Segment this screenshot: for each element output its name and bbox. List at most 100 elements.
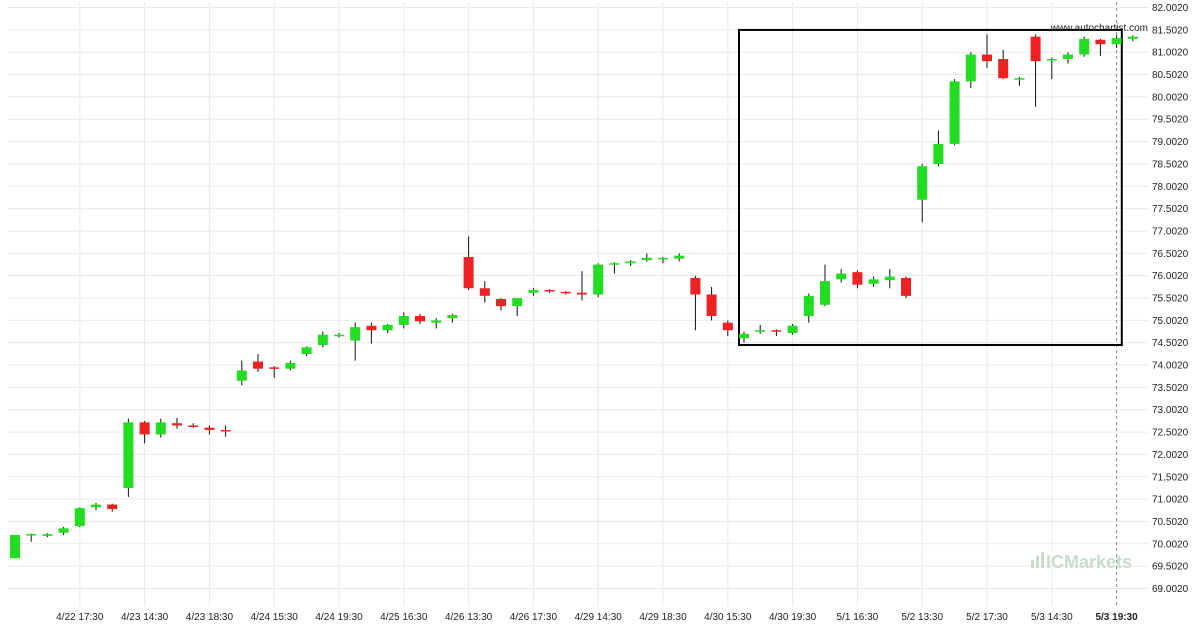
candle bbox=[593, 263, 604, 298]
candle-body bbox=[1079, 38, 1090, 55]
candle bbox=[1046, 57, 1057, 80]
candle bbox=[155, 418, 166, 438]
y-tick-label: 75.5020 bbox=[1152, 294, 1189, 305]
x-tick-label: 4/26 13:30 bbox=[445, 612, 493, 623]
candle-body bbox=[739, 333, 749, 339]
candle-body bbox=[690, 277, 701, 295]
candle bbox=[139, 420, 150, 444]
candle bbox=[609, 262, 620, 274]
y-tick-label: 71.0020 bbox=[1152, 495, 1189, 506]
candle-body bbox=[1030, 36, 1041, 62]
broker-brand-text: ICMarkets bbox=[1046, 552, 1132, 572]
x-tick-label: 4/29 14:30 bbox=[575, 612, 623, 623]
candle bbox=[674, 253, 685, 262]
candle bbox=[625, 260, 636, 266]
candle bbox=[1030, 34, 1041, 107]
candle bbox=[301, 346, 312, 357]
y-tick-label: 69.0020 bbox=[1152, 584, 1189, 595]
candle-body bbox=[560, 291, 571, 294]
candle bbox=[220, 425, 231, 437]
candle-body bbox=[771, 330, 782, 332]
candle-body bbox=[301, 347, 312, 354]
candle-body bbox=[998, 58, 1009, 79]
candle bbox=[447, 313, 458, 323]
candle bbox=[998, 50, 1009, 80]
candle-body bbox=[463, 256, 474, 289]
candle bbox=[690, 275, 701, 331]
candle bbox=[739, 331, 749, 343]
candle bbox=[26, 533, 37, 542]
y-tick-label: 73.5020 bbox=[1152, 383, 1189, 394]
candle-body bbox=[949, 81, 960, 144]
candle-body bbox=[10, 534, 20, 559]
candle bbox=[58, 526, 69, 535]
candle bbox=[285, 360, 296, 371]
candle-body bbox=[1063, 54, 1073, 59]
candle-body bbox=[884, 276, 895, 281]
y-tick-label: 80.0020 bbox=[1152, 92, 1189, 103]
x-tick-label: 4/23 14:30 bbox=[121, 612, 169, 623]
candle bbox=[382, 324, 393, 333]
x-tick-label: 5/3 14:30 bbox=[1031, 612, 1073, 623]
candle bbox=[350, 322, 361, 361]
candle-body bbox=[982, 54, 992, 62]
candle bbox=[334, 332, 344, 338]
candle bbox=[949, 79, 960, 146]
candle-body bbox=[220, 429, 231, 432]
candle bbox=[933, 130, 944, 167]
pattern-box-layer bbox=[738, 28, 1123, 347]
candle-body bbox=[1046, 58, 1057, 61]
candle-body bbox=[269, 367, 280, 369]
y-tick-label: 76.5020 bbox=[1152, 249, 1189, 260]
y-tick-label: 79.0020 bbox=[1152, 137, 1189, 148]
candle bbox=[706, 286, 717, 321]
candle bbox=[107, 503, 118, 512]
candle bbox=[852, 270, 863, 289]
y-tick-label: 72.5020 bbox=[1152, 428, 1189, 439]
candle-body bbox=[755, 330, 766, 332]
candle-body bbox=[901, 277, 911, 296]
candle-body bbox=[285, 362, 296, 369]
candle bbox=[366, 322, 377, 344]
candle-body bbox=[593, 264, 604, 295]
x-tick-label: 5/3 19:30 bbox=[1095, 612, 1138, 623]
logo-bar-2 bbox=[1036, 556, 1039, 568]
y-tick-label: 71.5020 bbox=[1152, 472, 1189, 483]
y-tick-label: 77.5020 bbox=[1152, 204, 1189, 215]
candle-body bbox=[868, 279, 879, 284]
grid-lines bbox=[8, 2, 1148, 606]
y-axis: 82.0020 81.5020 81.0020 80.5020 80.0020 79.50… bbox=[1152, 3, 1189, 595]
candle-body bbox=[447, 315, 458, 319]
candle-body bbox=[512, 298, 523, 307]
candle bbox=[74, 507, 85, 527]
candle-body bbox=[155, 422, 166, 435]
candle-body bbox=[350, 327, 361, 341]
candle bbox=[577, 271, 587, 301]
x-tick-label: 4/30 15:30 bbox=[704, 612, 752, 623]
candle-body bbox=[852, 272, 863, 285]
candle bbox=[820, 264, 830, 307]
candle bbox=[172, 417, 182, 429]
x-tick-label: 4/23 18:30 bbox=[186, 612, 234, 623]
candle-body bbox=[415, 315, 425, 322]
x-tick-label: 5/2 17:30 bbox=[966, 612, 1008, 623]
candle bbox=[755, 324, 766, 334]
x-tick-label: 5/2 13:30 bbox=[901, 612, 943, 623]
y-tick-label: 69.5020 bbox=[1152, 562, 1189, 573]
x-tick-label: 5/1 16:30 bbox=[837, 612, 879, 623]
site-watermark: www.autochartist.com bbox=[1050, 23, 1148, 34]
candle bbox=[1095, 38, 1106, 56]
candle bbox=[512, 298, 523, 316]
x-tick-label: 4/22 17:30 bbox=[56, 612, 104, 623]
candle bbox=[982, 34, 992, 68]
candle-body bbox=[1127, 36, 1138, 39]
candle bbox=[722, 320, 733, 337]
candle bbox=[236, 360, 247, 386]
candle bbox=[463, 236, 474, 291]
candles bbox=[10, 34, 1138, 559]
candle bbox=[204, 425, 215, 435]
candle-body bbox=[26, 534, 37, 536]
candle-body bbox=[544, 290, 555, 292]
candle-body bbox=[317, 334, 328, 346]
y-tick-label: 81.0020 bbox=[1152, 48, 1189, 59]
